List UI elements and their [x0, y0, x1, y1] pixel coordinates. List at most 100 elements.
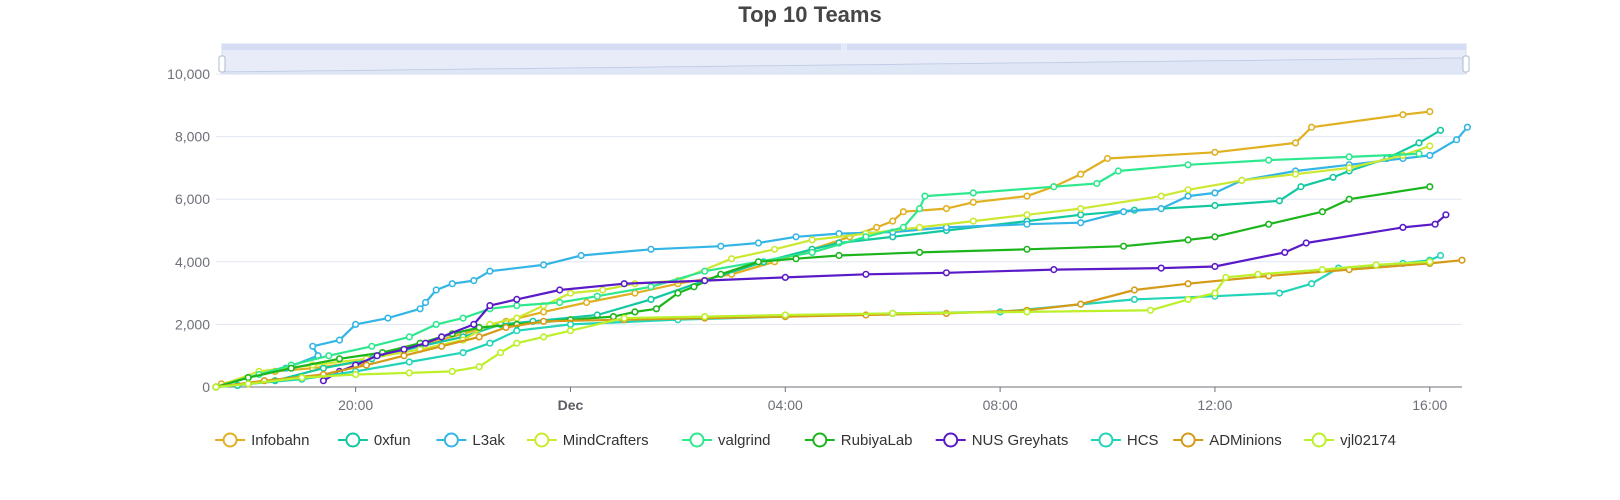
data-point[interactable]: [513, 302, 521, 310]
data-point[interactable]: [1426, 183, 1434, 191]
data-point[interactable]: [373, 352, 381, 360]
data-point[interactable]: [770, 245, 779, 253]
data-point[interactable]: [717, 242, 725, 250]
data-point[interactable]: [781, 273, 789, 282]
data-point[interactable]: [1157, 192, 1165, 200]
series-rubiyalab[interactable]: [212, 183, 1434, 391]
data-point[interactable]: [1426, 107, 1434, 116]
series-mindcrafters[interactable]: [212, 142, 1434, 391]
data-point[interactable]: [1281, 248, 1289, 256]
data-point[interactable]: [1318, 266, 1326, 274]
data-point[interactable]: [1093, 179, 1101, 188]
data-point[interactable]: [690, 283, 698, 291]
data-point[interactable]: [486, 339, 494, 347]
data-point[interactable]: [1211, 233, 1219, 241]
data-point[interactable]: [1077, 219, 1085, 227]
legend-item[interactable]: RubiyaLab: [804, 432, 913, 449]
data-point[interactable]: [862, 233, 870, 241]
data-point[interactable]: [889, 309, 897, 318]
data-point[interactable]: [497, 349, 505, 357]
data-point[interactable]: [1442, 211, 1450, 219]
data-point[interactable]: [421, 339, 430, 347]
legend-item[interactable]: valgrind: [682, 432, 771, 449]
data-point[interactable]: [1184, 192, 1192, 200]
data-point[interactable]: [1077, 300, 1085, 308]
data-point[interactable]: [701, 267, 709, 275]
data-point[interactable]: [362, 361, 371, 369]
data-zoom-left-handle[interactable]: [218, 55, 226, 73]
data-point[interactable]: [1431, 220, 1439, 228]
data-point[interactable]: [1307, 280, 1316, 288]
data-point[interactable]: [792, 233, 800, 241]
data-point[interactable]: [620, 280, 628, 288]
data-point[interactable]: [502, 323, 510, 332]
data-point[interactable]: [1023, 220, 1031, 228]
data-point[interactable]: [475, 323, 483, 332]
data-point[interactable]: [244, 380, 252, 388]
data-point[interactable]: [556, 286, 564, 294]
data-point[interactable]: [566, 320, 575, 329]
data-point[interactable]: [513, 327, 521, 335]
data-point[interactable]: [1222, 273, 1230, 282]
data-point[interactable]: [1184, 236, 1192, 244]
data-point[interactable]: [969, 217, 977, 225]
data-point[interactable]: [1345, 153, 1353, 161]
legend-item[interactable]: L3ak: [436, 432, 505, 449]
data-point[interactable]: [1297, 183, 1305, 191]
data-point[interactable]: [631, 289, 639, 297]
data-point[interactable]: [1050, 266, 1058, 274]
data-point[interactable]: [647, 245, 655, 253]
data-point[interactable]: [577, 251, 585, 260]
data-point[interactable]: [244, 374, 252, 382]
data-point[interactable]: [781, 311, 789, 319]
data-point[interactable]: [438, 333, 446, 341]
data-point[interactable]: [448, 367, 456, 376]
data-point[interactable]: [405, 333, 413, 341]
data-point[interactable]: [319, 364, 328, 372]
data-point[interactable]: [1114, 167, 1122, 175]
data-point[interactable]: [835, 251, 843, 260]
data-point[interactable]: [969, 198, 977, 206]
series-line[interactable]: [215, 259, 1463, 389]
data-point[interactable]: [1119, 208, 1128, 216]
data-point[interactable]: [942, 269, 951, 277]
data-point[interactable]: [1238, 176, 1246, 184]
series-vjl02174[interactable]: [212, 258, 1434, 391]
data-point[interactable]: [1345, 164, 1353, 172]
data-point[interactable]: [599, 286, 607, 294]
data-point[interactable]: [298, 374, 306, 382]
data-point[interactable]: [647, 283, 655, 291]
data-point[interactable]: [792, 255, 800, 263]
data-point[interactable]: [1184, 295, 1192, 304]
legend-item[interactable]: vjl02174: [1304, 432, 1396, 449]
data-point[interactable]: [1023, 211, 1031, 219]
data-point[interactable]: [1307, 123, 1316, 131]
data-point[interactable]: [1157, 205, 1165, 213]
data-point[interactable]: [513, 339, 521, 347]
data-point[interactable]: [1302, 239, 1310, 247]
data-point[interactable]: [1023, 245, 1031, 253]
data-point[interactable]: [899, 208, 908, 216]
data-point[interactable]: [1077, 211, 1085, 219]
data-point[interactable]: [915, 205, 924, 213]
data-point[interactable]: [405, 358, 413, 366]
data-point[interactable]: [432, 286, 440, 294]
data-point[interactable]: [942, 205, 951, 213]
data-point[interactable]: [325, 352, 333, 360]
data-zoom-right-handle[interactable]: [1462, 55, 1470, 73]
series-line[interactable]: [215, 152, 1420, 389]
data-point[interactable]: [1077, 205, 1085, 213]
data-point[interactable]: [421, 298, 430, 307]
data-point[interactable]: [1184, 280, 1192, 288]
data-point[interactable]: [1399, 111, 1407, 119]
data-point[interactable]: [889, 217, 897, 225]
data-point[interactable]: [335, 336, 344, 344]
data-point[interactable]: [287, 364, 295, 372]
data-point[interactable]: [448, 280, 456, 288]
data-point[interactable]: [1458, 256, 1466, 264]
data-point[interactable]: [969, 189, 977, 197]
legend-item[interactable]: Infobahn: [215, 432, 309, 449]
data-point[interactable]: [899, 223, 908, 231]
data-point[interactable]: [1211, 201, 1219, 210]
data-point[interactable]: [1146, 306, 1155, 314]
